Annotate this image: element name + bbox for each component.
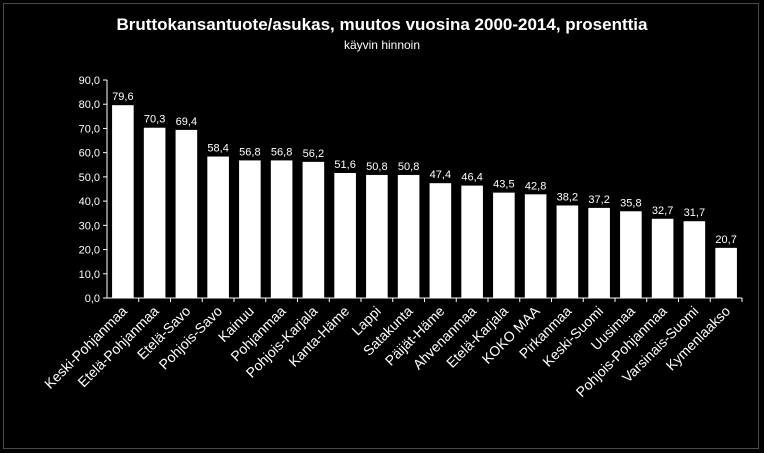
chart-frame [3, 3, 759, 449]
bar [588, 207, 610, 298]
data-label: 43,5 [493, 179, 514, 191]
bar [397, 174, 420, 298]
data-label: 31,7 [684, 207, 705, 219]
data-label: 50,8 [398, 161, 419, 173]
bar [112, 105, 134, 299]
data-label: 69,4 [176, 116, 197, 128]
data-label: 46,4 [461, 172, 482, 184]
y-tick-label: 80,0 [79, 99, 100, 111]
data-label: 79,6 [112, 91, 133, 103]
data-label: 70,3 [144, 114, 165, 126]
y-tick-label: 0,0 [85, 293, 100, 305]
chart-subtitle: käyvin hinnoin [343, 38, 421, 52]
data-label: 51,6 [334, 159, 355, 171]
data-label: 35,8 [620, 197, 641, 209]
bar [143, 127, 166, 299]
data-label: 56,8 [271, 146, 292, 158]
bar [461, 185, 483, 298]
y-tick-label: 10,0 [79, 269, 100, 281]
bar [683, 221, 706, 298]
bar [493, 192, 515, 298]
y-tick-label: 70,0 [79, 123, 100, 135]
data-label: 58,4 [207, 143, 228, 155]
y-tick-label: 90,0 [79, 75, 100, 87]
chart-title: Bruttokansantuote/asukas, muutos vuosina… [116, 15, 648, 34]
bar [620, 211, 642, 298]
data-label: 42,8 [525, 180, 546, 192]
bar [207, 156, 229, 298]
bar [556, 205, 579, 298]
data-label: 37,2 [588, 194, 609, 206]
bar [270, 160, 293, 298]
bar [651, 218, 674, 298]
data-label: 56,8 [239, 146, 260, 158]
y-tick-label: 40,0 [79, 196, 100, 208]
bar [334, 173, 356, 298]
data-label: 32,7 [652, 205, 673, 217]
bar [524, 194, 547, 298]
bar [239, 160, 261, 298]
y-tick-label: 30,0 [79, 220, 100, 232]
bar [302, 161, 325, 298]
bar [715, 247, 737, 298]
bar [175, 129, 198, 298]
y-tick-label: 50,0 [79, 172, 100, 184]
data-label: 50,8 [366, 161, 387, 173]
data-label: 47,4 [430, 169, 451, 181]
data-label: 38,2 [557, 191, 578, 203]
data-label: 56,2 [303, 148, 324, 160]
data-label: 20,7 [715, 234, 736, 246]
bar [429, 183, 452, 298]
y-tick-label: 60,0 [79, 148, 100, 160]
y-tick-label: 20,0 [79, 245, 100, 257]
bar [366, 174, 388, 298]
